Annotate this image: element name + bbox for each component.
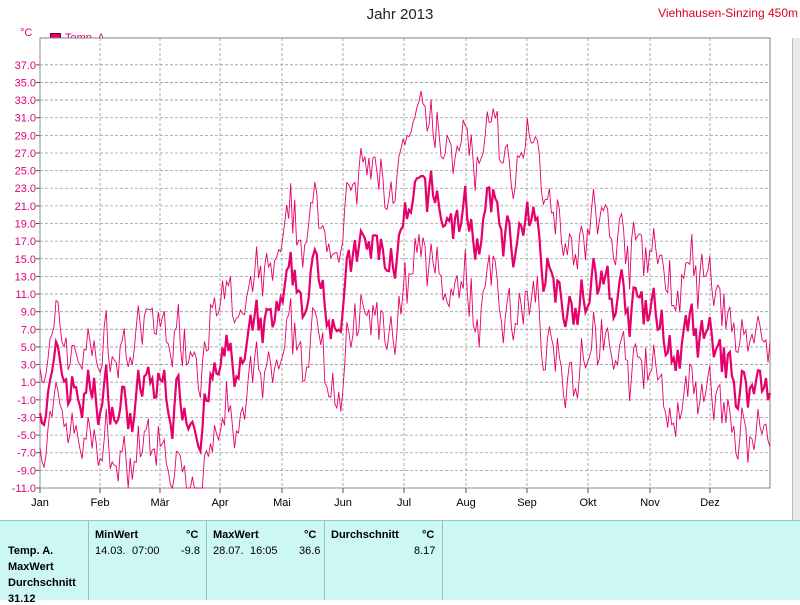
- min-time: 07:00: [132, 545, 160, 557]
- avg-unit: °C: [422, 529, 435, 541]
- stats-panel: Temp. A. MaxWert Durchschnitt 31.12 MinW…: [0, 520, 800, 605]
- y-tick-label: 23.0: [15, 183, 36, 195]
- x-tick-label: Jul: [397, 497, 411, 509]
- y-tick-label: 3.0: [21, 360, 36, 372]
- y-tick-label: 7.0: [21, 324, 36, 336]
- min-value: -9.8: [181, 545, 200, 557]
- y-tick-label: 37.0: [15, 60, 36, 72]
- x-tick-label: Jan: [31, 497, 49, 509]
- stats-row-label-max: MaxWert: [8, 561, 54, 573]
- temperature-chart: 37.0 35.0 33.0 31.0 29.0 27.0 25.0 23.0 21.0 19.0…: [12, 37, 772, 509]
- max-date: 28.07.: [213, 545, 244, 557]
- y-tick-label: 31.0: [15, 113, 36, 125]
- series-line-temp: [38, 170, 772, 456]
- x-tick-label: Aug: [456, 497, 476, 509]
- y-tick-label: 15.0: [15, 254, 36, 266]
- y-tick-label: 1.0: [21, 377, 36, 389]
- min-date: 14.03.: [95, 545, 126, 557]
- series-min-line: [39, 234, 771, 490]
- y-tick-label: 19.0: [15, 219, 36, 231]
- max-column: MaxWert °C 28.07. 16:05 36.6: [206, 521, 324, 600]
- x-tick-label: Mai: [273, 497, 291, 509]
- min-unit: °C: [186, 529, 199, 541]
- avg-value: 8.17: [414, 545, 436, 557]
- avg-column: Durchschnitt °C 8.17: [324, 521, 443, 600]
- y-tick-label: 25.0: [15, 166, 36, 178]
- x-tick-label: Feb: [91, 497, 110, 509]
- station-name: Viehhausen-Sinzing 450m: [658, 6, 798, 20]
- y-tick-label: -9.0: [17, 465, 36, 477]
- y-tick-label: -1.0: [17, 395, 36, 407]
- min-header: MinWert: [95, 529, 139, 541]
- y-tick-label: 5.0: [21, 342, 36, 354]
- y-tick-label: 35.0: [15, 77, 36, 89]
- max-value: 36.6: [299, 545, 321, 557]
- x-tick-label: Okt: [579, 497, 596, 509]
- y-tick-label: -3.0: [17, 412, 36, 424]
- y-tick-label: 13.0: [15, 271, 36, 283]
- y-tick-label: 9.0: [21, 307, 36, 319]
- y-tick-label: 27.0: [15, 148, 36, 160]
- x-tick-label: Nov: [640, 497, 660, 509]
- y-tick-label: 17.0: [15, 236, 36, 248]
- x-tick-label: Mär: [151, 497, 170, 509]
- x-tick-label: Apr: [211, 497, 228, 509]
- stats-row-label-date: 31.12: [8, 593, 36, 605]
- y-tick-label: -11.0: [12, 483, 36, 495]
- y-tick-label: 33.0: [15, 95, 36, 107]
- chart-title: Jahr 2013: [366, 6, 434, 23]
- y-axis-unit: °C: [20, 27, 33, 39]
- series-max-line: [39, 90, 771, 398]
- x-tick-label: Jun: [334, 497, 352, 509]
- stats-row-label-series: Temp. A.: [8, 545, 54, 557]
- max-header: MaxWert: [213, 529, 259, 541]
- stats-row-label-avg: Durchschnitt: [8, 577, 76, 589]
- max-time: 16:05: [250, 545, 278, 557]
- vertical-scrollbar[interactable]: [792, 38, 800, 520]
- max-unit: °C: [304, 529, 317, 541]
- avg-header: Durchschnitt: [331, 529, 399, 541]
- y-tick-label: 21.0: [15, 201, 36, 213]
- x-tick-label: Sep: [517, 497, 537, 509]
- y-tick-label: 11.0: [15, 289, 36, 301]
- min-column: MinWert °C 14.03. 07:00 -9.8: [88, 521, 206, 600]
- y-tick-label: -5.0: [17, 430, 36, 442]
- y-tick-label: -7.0: [17, 448, 36, 460]
- y-tick-label: 29.0: [15, 130, 36, 142]
- x-tick-label: Dez: [700, 497, 720, 509]
